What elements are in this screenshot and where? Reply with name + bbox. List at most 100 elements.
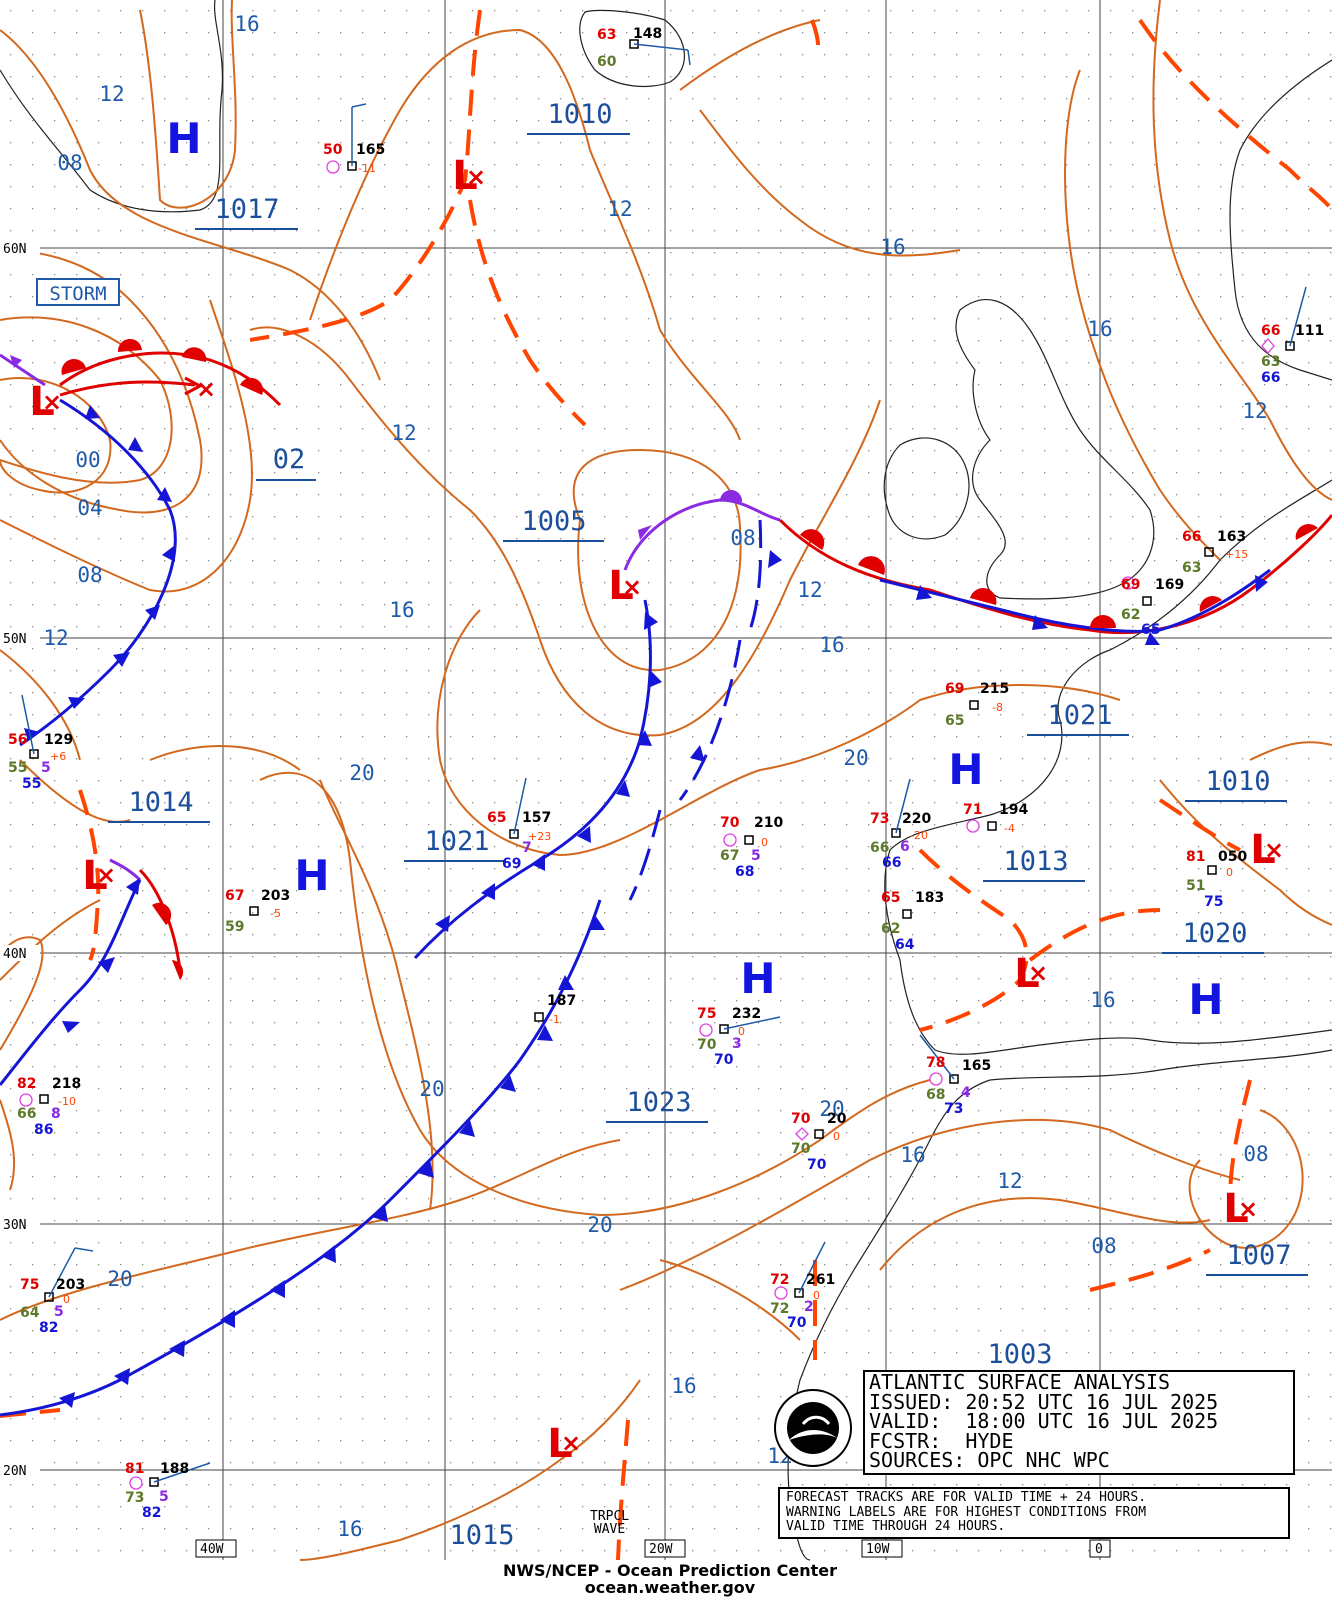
isobar-label: 16 xyxy=(389,598,414,622)
coastlines xyxy=(0,0,1332,1561)
svg-text:68: 68 xyxy=(926,1087,945,1103)
svg-text:64: 64 xyxy=(20,1305,40,1321)
svg-text:65: 65 xyxy=(945,713,964,729)
high-pressure-icon: H xyxy=(1188,975,1223,1024)
central-pressure: 1010 xyxy=(1205,766,1270,797)
isobar-label: 12 xyxy=(797,578,822,602)
storm-warning-label: STORM xyxy=(36,278,120,306)
forecaster: FCSTR: HYDE xyxy=(869,1428,1014,1453)
svg-text:70: 70 xyxy=(697,1037,717,1053)
svg-text:×: × xyxy=(1028,959,1048,987)
note-line: VALID TIME THROUGH 24 HOURS. xyxy=(786,1519,1006,1534)
station-plot: 187 -1 xyxy=(534,993,576,1026)
svg-text:148: 148 xyxy=(633,26,662,42)
isobar-label: 12 xyxy=(43,626,68,650)
svg-text:×: × xyxy=(466,163,486,191)
isobar-label: 16 xyxy=(1087,317,1112,341)
isobar-label: 16 xyxy=(337,1517,362,1541)
svg-text:163: 163 xyxy=(1217,529,1246,545)
station-plot: 50 165 -11 xyxy=(323,103,385,175)
svg-text:+23: +23 xyxy=(528,830,551,843)
svg-text:3: 3 xyxy=(732,1036,742,1052)
footer-credit: NWS/NCEP - Ocean Prediction Center ocean… xyxy=(430,1562,910,1596)
svg-text:68: 68 xyxy=(735,864,754,880)
isobar-label: 16 xyxy=(819,633,844,657)
isobar-label: 20 xyxy=(843,746,868,770)
station-plot: 82 218 66 -10 8 86 xyxy=(17,1076,81,1138)
svg-text:215: 215 xyxy=(980,681,1009,697)
svg-text:0: 0 xyxy=(761,836,768,849)
tropical-wave-line: WAVE xyxy=(593,1522,626,1537)
lat-label: 20N xyxy=(3,1464,26,1479)
station-plot: 75 232 70 0 3 70 xyxy=(697,1006,781,1068)
station-plot: 63 148 60 xyxy=(597,26,691,70)
svg-text:20: 20 xyxy=(107,1267,132,1291)
svg-text:86: 86 xyxy=(34,1122,53,1138)
footer-url[interactable]: ocean.weather.gov xyxy=(584,1578,756,1597)
svg-text:-4: -4 xyxy=(1004,822,1015,835)
svg-text:×: × xyxy=(1264,836,1284,864)
sources: SOURCES: OPC NHC WPC xyxy=(869,1448,1110,1472)
lat-label: 40N xyxy=(3,947,26,962)
svg-text:66: 66 xyxy=(1261,370,1280,386)
central-pressure: 1005 xyxy=(521,506,586,537)
tropical-wave-line: TRPCL xyxy=(590,1509,630,1524)
cold-front-south xyxy=(0,899,602,1417)
central-pressure: 1023 xyxy=(626,1087,691,1118)
lat-label: 60N xyxy=(3,242,26,257)
svg-text:66: 66 xyxy=(17,1106,36,1122)
svg-text:0: 0 xyxy=(833,1130,840,1143)
tropical-wave-label: TRPCL WAVE xyxy=(590,1510,629,1536)
isobar-label: 08 xyxy=(1091,1234,1116,1258)
station-plot: 73 220 66 -20 6 66 xyxy=(870,778,931,871)
station-plot: 78 165 68 4 73 xyxy=(919,1034,991,1117)
station-plot: 65 157 +23 7 69 xyxy=(487,777,551,872)
svg-text:20: 20 xyxy=(827,1111,847,1127)
svg-text:66: 66 xyxy=(870,840,889,856)
station-plot: 81 188 73 5 82 xyxy=(125,1461,211,1521)
low-pressure-icon: L xyxy=(1014,951,1040,997)
svg-text:165: 165 xyxy=(962,1058,991,1074)
isobar-label: 16 xyxy=(900,1143,925,1167)
low-pressure-icon: L xyxy=(608,563,634,609)
svg-text:5: 5 xyxy=(41,760,51,776)
svg-text:75: 75 xyxy=(697,1006,716,1022)
station-plot: 69 169 62 65 xyxy=(1121,576,1184,638)
svg-text:5: 5 xyxy=(751,848,761,864)
cold-front-west xyxy=(19,398,177,747)
lon-label: 0 xyxy=(1095,1542,1103,1557)
svg-text:-10: -10 xyxy=(58,1095,76,1108)
occluded-front xyxy=(623,498,781,571)
svg-text:-8: -8 xyxy=(992,701,1003,714)
svg-text:111: 111 xyxy=(1295,323,1324,339)
svg-text:8: 8 xyxy=(51,1106,61,1122)
svg-text:70: 70 xyxy=(807,1157,827,1173)
central-pressure: 1014 xyxy=(128,787,193,818)
isobar-label: 12 xyxy=(391,421,416,445)
svg-text:157: 157 xyxy=(522,810,551,826)
isobar-labels: 16 12 08 12 16 16 12 12 00 04 08 12 16 1… xyxy=(43,12,1268,1541)
svg-text:210: 210 xyxy=(754,815,783,831)
svg-text:75: 75 xyxy=(1204,894,1223,910)
svg-text:65: 65 xyxy=(881,890,900,906)
warm-front-europe xyxy=(778,514,1332,635)
forecast-position-icon: × xyxy=(196,375,216,403)
station-plot: 66 163 63 +15 xyxy=(1182,529,1248,576)
isobar-label: 16 xyxy=(1090,988,1115,1012)
svg-text:65: 65 xyxy=(1141,622,1160,638)
svg-text:73: 73 xyxy=(125,1490,144,1506)
svg-text:62: 62 xyxy=(881,921,900,937)
svg-text:+15: +15 xyxy=(1225,548,1248,561)
svg-text:66: 66 xyxy=(1182,529,1201,545)
svg-text:63: 63 xyxy=(1182,560,1201,576)
note-line: FORECAST TRACKS ARE FOR VALID TIME + 24 … xyxy=(786,1490,1147,1505)
chart-title: ATLANTIC SURFACE ANALYSIS xyxy=(869,1370,1171,1394)
low-pressure-icon: L xyxy=(1223,1186,1249,1232)
svg-text:203: 203 xyxy=(261,888,290,904)
svg-text:194: 194 xyxy=(999,802,1028,818)
lat-label: 30N xyxy=(3,1218,26,1233)
central-pressure: 1010 xyxy=(547,99,612,130)
svg-text:165: 165 xyxy=(356,142,385,158)
ireland-coast xyxy=(883,437,970,540)
svg-text:82: 82 xyxy=(17,1076,36,1092)
